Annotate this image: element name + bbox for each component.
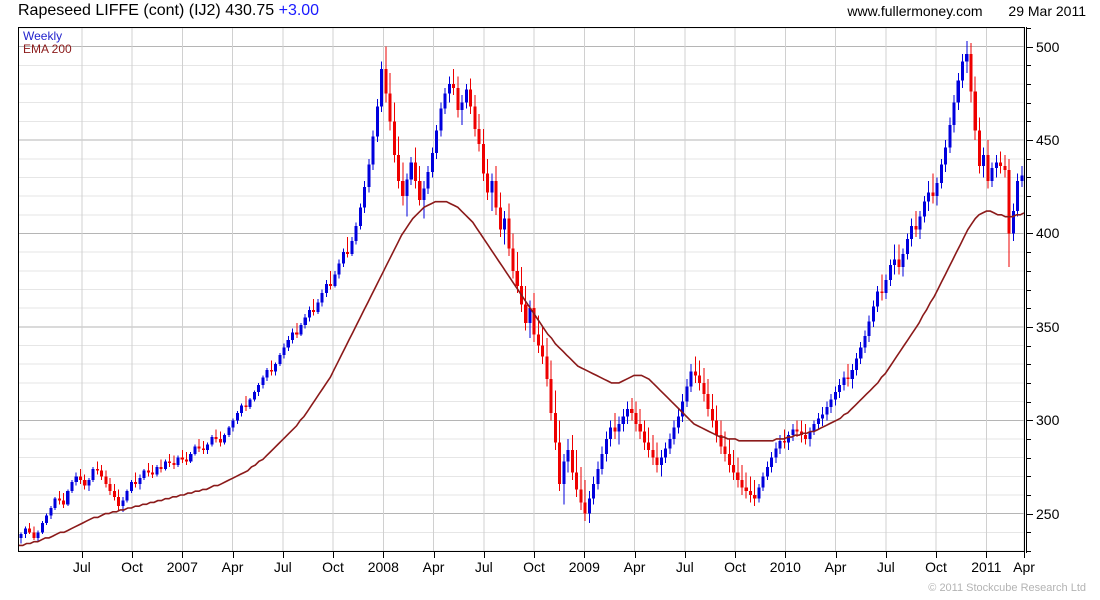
x-axis-label: Apr [623, 559, 646, 575]
x-tick [684, 552, 686, 558]
y-tick-major [1026, 513, 1033, 515]
header-meta: www.fullermoney.com 29 Mar 2011 [847, 3, 1086, 19]
y-tick-major [1026, 46, 1033, 48]
y-tick-minor [1026, 84, 1031, 86]
x-tick [936, 552, 938, 558]
y-axis-label: 300 [1036, 412, 1060, 429]
x-tick [986, 552, 988, 558]
x-axis-label: Jul [273, 559, 292, 575]
y-tick-minor [1026, 457, 1031, 459]
x-axis-label: 2009 [568, 559, 600, 575]
y-axis-label: 250 [1036, 505, 1060, 522]
plot-area: Weekly EMA 200 [18, 27, 1025, 552]
x-axis-label: Apr [221, 559, 244, 575]
price-series [19, 41, 1024, 547]
y-tick-minor [1026, 102, 1031, 104]
x-tick [383, 552, 385, 558]
y-tick-minor [1026, 28, 1031, 29]
y-tick-minor [1026, 270, 1031, 272]
y-axis: 250 300 350 400 450 500 [1026, 27, 1100, 553]
y-tick-major [1026, 326, 1033, 328]
y-axis-label: 400 [1036, 225, 1060, 242]
x-tick [182, 552, 184, 558]
y-tick-minor [1026, 252, 1031, 254]
x-tick [885, 552, 887, 558]
x-tick [132, 552, 134, 558]
y-tick-minor [1026, 158, 1031, 160]
y-axis-label: 350 [1036, 318, 1060, 335]
x-tick [282, 552, 284, 558]
x-axis-label: Jul [876, 559, 895, 575]
copyright-notice: © 2011 Stockcube Research Ltd [928, 582, 1086, 594]
x-axis-label: Apr [824, 559, 847, 575]
legend: Weekly EMA 200 [23, 30, 72, 56]
x-axis-label: Jul [72, 559, 91, 575]
x-axis-label: 2008 [367, 559, 399, 575]
x-tick [835, 552, 837, 558]
y-tick-major [1026, 233, 1033, 235]
y-tick-minor [1026, 177, 1031, 179]
y-tick-minor [1026, 532, 1031, 534]
x-axis-label: Oct [925, 559, 947, 575]
x-tick [232, 552, 234, 558]
y-tick-minor [1026, 438, 1031, 440]
y-axis-label: 500 [1036, 38, 1060, 55]
x-tick [483, 552, 485, 558]
x-axis-label: Oct [523, 559, 545, 575]
gridlines [19, 28, 1024, 551]
x-tick [735, 552, 737, 558]
x-tick [1024, 552, 1025, 558]
last-price: 430.75 [225, 2, 275, 19]
instrument-name: Rapeseed LIFFE (cont) (IJ2) [18, 2, 221, 19]
y-tick-minor [1026, 121, 1031, 123]
x-axis-label: Oct [322, 559, 344, 575]
x-axis-label: 2011 [971, 559, 1002, 575]
y-tick-minor [1026, 364, 1031, 366]
y-tick-major [1026, 140, 1033, 142]
x-axis-label: 2007 [166, 559, 198, 575]
x-axis-label: 2010 [769, 559, 801, 575]
y-axis-label: 450 [1036, 132, 1060, 149]
x-axis: Jul Oct 2007 Apr Jul Oct 2008 Apr Jul Oct 2009 Apr J… [18, 552, 1035, 582]
y-tick-minor [1026, 551, 1031, 552]
page-title: Rapeseed LIFFE (cont) (IJ2) 430.75 +3.00 [18, 2, 319, 20]
x-tick [634, 552, 636, 558]
y-tick-minor [1026, 308, 1031, 310]
legend-ema200: EMA 200 [23, 42, 72, 56]
y-tick-minor [1026, 401, 1031, 403]
y-tick-minor [1026, 289, 1031, 291]
x-axis-label: Jul [474, 559, 493, 575]
website-label: www.fullermoney.com [847, 3, 983, 19]
y-tick-minor [1026, 494, 1031, 496]
x-tick [584, 552, 586, 558]
chart-date: 29 Mar 2011 [1008, 3, 1086, 19]
price-change: +3.00 [278, 2, 320, 19]
x-tick [333, 552, 335, 558]
y-tick-minor [1026, 65, 1031, 67]
x-axis-label: Jul [675, 559, 694, 575]
y-tick-minor [1026, 196, 1031, 198]
x-axis-label: Oct [724, 559, 746, 575]
chart-header: Rapeseed LIFFE (cont) (IJ2) 430.75 +3.00… [0, 0, 1100, 26]
y-tick-minor [1026, 476, 1031, 478]
x-axis-label: Apr [1013, 559, 1035, 575]
x-axis-label: Apr [422, 559, 445, 575]
x-axis-label: Oct [121, 559, 143, 575]
x-tick [785, 552, 787, 558]
x-tick [433, 552, 435, 558]
legend-weekly: Weekly [23, 29, 63, 43]
y-tick-minor [1026, 345, 1031, 347]
y-tick-minor [1026, 214, 1031, 216]
y-tick-major [1026, 420, 1033, 422]
x-tick [534, 552, 536, 558]
x-tick [81, 552, 83, 558]
y-tick-minor [1026, 382, 1031, 384]
